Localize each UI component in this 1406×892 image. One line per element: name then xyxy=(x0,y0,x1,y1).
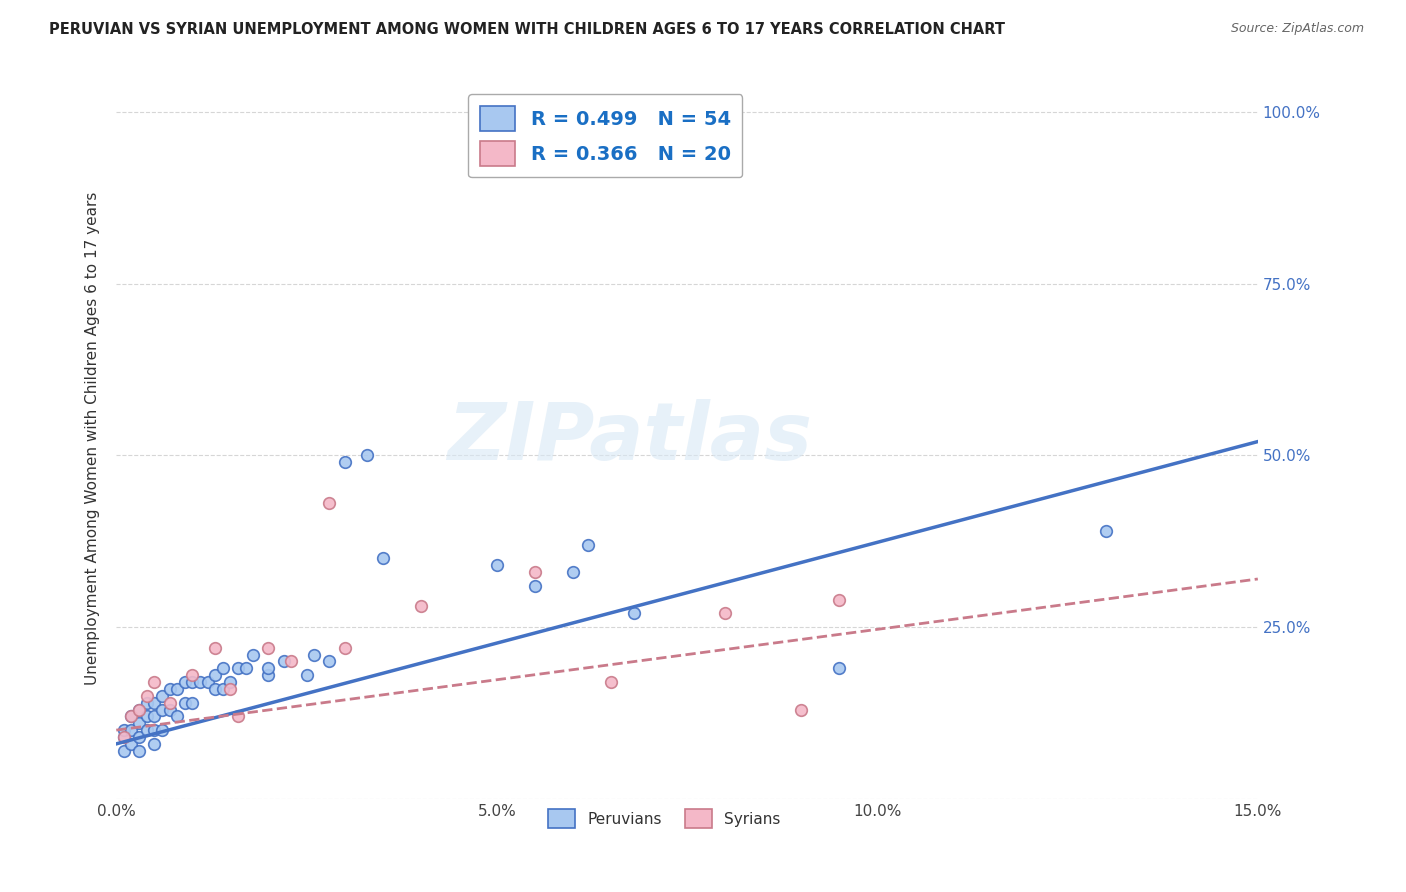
Point xyxy=(143,709,166,723)
Point xyxy=(714,607,737,621)
Point xyxy=(121,709,143,723)
Point xyxy=(159,681,181,696)
Point xyxy=(576,538,599,552)
Text: ZIPatlas: ZIPatlas xyxy=(447,399,813,477)
Point xyxy=(166,709,188,723)
Point xyxy=(204,640,226,655)
Point xyxy=(242,648,264,662)
Point xyxy=(523,565,546,579)
Point xyxy=(128,730,150,744)
Point xyxy=(257,640,280,655)
Point xyxy=(226,661,249,675)
Point xyxy=(112,730,135,744)
Point xyxy=(226,709,249,723)
Point xyxy=(295,668,318,682)
Point xyxy=(235,661,257,675)
Point xyxy=(204,668,226,682)
Point xyxy=(561,565,583,579)
Legend: Peruvians, Syrians: Peruvians, Syrians xyxy=(541,803,787,835)
Point xyxy=(204,681,226,696)
Point xyxy=(135,709,157,723)
Point xyxy=(166,681,188,696)
Point xyxy=(828,661,851,675)
Point xyxy=(188,675,211,690)
Point xyxy=(181,675,204,690)
Point xyxy=(333,455,356,469)
Point xyxy=(828,592,851,607)
Point xyxy=(219,675,242,690)
Point xyxy=(135,696,157,710)
Point xyxy=(181,696,204,710)
Point xyxy=(112,723,135,738)
Point xyxy=(333,640,356,655)
Point xyxy=(485,558,508,573)
Point xyxy=(623,607,645,621)
Point xyxy=(409,599,432,614)
Point xyxy=(143,737,166,751)
Point xyxy=(523,579,546,593)
Point xyxy=(211,681,233,696)
Point xyxy=(302,648,325,662)
Point xyxy=(318,655,340,669)
Point xyxy=(173,675,195,690)
Point xyxy=(173,696,195,710)
Point xyxy=(112,730,135,744)
Point xyxy=(135,723,157,738)
Point xyxy=(128,702,150,716)
Point xyxy=(273,655,295,669)
Text: PERUVIAN VS SYRIAN UNEMPLOYMENT AMONG WOMEN WITH CHILDREN AGES 6 TO 17 YEARS COR: PERUVIAN VS SYRIAN UNEMPLOYMENT AMONG WO… xyxy=(49,22,1005,37)
Point xyxy=(128,702,150,716)
Point xyxy=(790,702,813,716)
Point xyxy=(181,668,204,682)
Point xyxy=(121,723,143,738)
Point xyxy=(128,716,150,731)
Point xyxy=(150,689,173,703)
Point xyxy=(371,551,394,566)
Point xyxy=(143,675,166,690)
Point xyxy=(257,661,280,675)
Point xyxy=(150,702,173,716)
Point xyxy=(135,689,157,703)
Text: Source: ZipAtlas.com: Source: ZipAtlas.com xyxy=(1230,22,1364,36)
Point xyxy=(318,496,340,510)
Point xyxy=(128,744,150,758)
Y-axis label: Unemployment Among Women with Children Ages 6 to 17 years: Unemployment Among Women with Children A… xyxy=(86,192,100,685)
Point xyxy=(143,723,166,738)
Point xyxy=(159,696,181,710)
Point xyxy=(159,702,181,716)
Point xyxy=(356,448,378,462)
Point xyxy=(280,655,302,669)
Point xyxy=(112,744,135,758)
Point xyxy=(150,723,173,738)
Point xyxy=(143,696,166,710)
Point xyxy=(219,681,242,696)
Point xyxy=(121,709,143,723)
Point xyxy=(257,668,280,682)
Point xyxy=(211,661,233,675)
Point xyxy=(600,675,623,690)
Point xyxy=(121,737,143,751)
Point xyxy=(1094,524,1116,538)
Point xyxy=(197,675,219,690)
